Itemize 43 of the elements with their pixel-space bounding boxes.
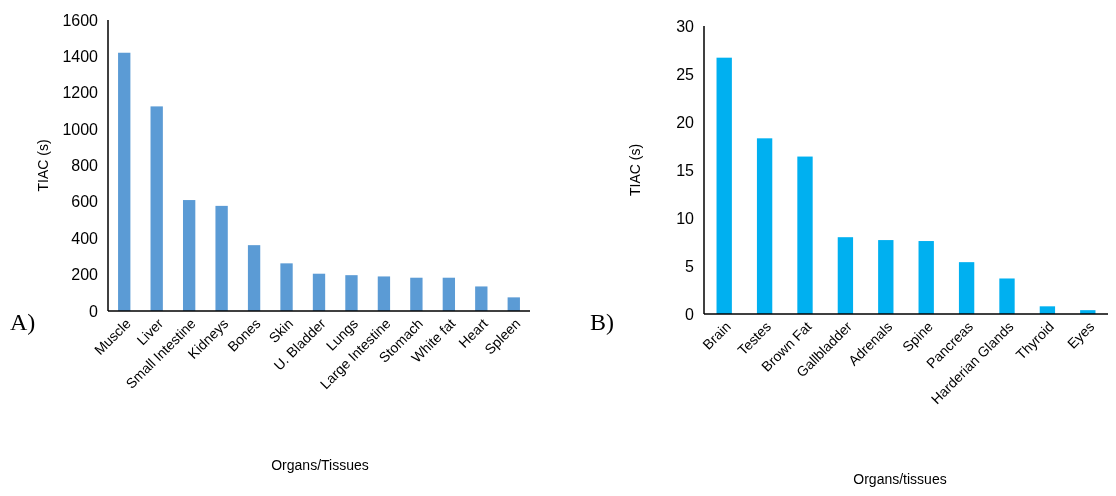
bar bbox=[280, 263, 293, 311]
y-tick-label: 15 bbox=[676, 161, 695, 179]
text: A) bbox=[10, 309, 36, 335]
y-tick-label: 5 bbox=[685, 257, 695, 275]
text: B) bbox=[590, 309, 614, 335]
bar bbox=[797, 156, 813, 314]
bar bbox=[716, 57, 732, 314]
y-tick-label: 1200 bbox=[62, 84, 99, 102]
bar bbox=[150, 106, 163, 311]
bar bbox=[958, 262, 975, 314]
bar bbox=[215, 205, 228, 311]
y-tick-label: 400 bbox=[71, 229, 99, 247]
y-tick-label: 600 bbox=[71, 193, 99, 211]
bar bbox=[756, 138, 773, 314]
y-tick-label: 1600 bbox=[62, 11, 99, 29]
bar bbox=[377, 276, 391, 311]
bar bbox=[442, 277, 456, 311]
y-tick-label: 0 bbox=[685, 305, 695, 323]
y-tick-label: 200 bbox=[71, 266, 99, 284]
y-tick-label: 1000 bbox=[62, 120, 99, 138]
bar bbox=[999, 278, 1015, 314]
y-tick-label: 1400 bbox=[62, 47, 99, 65]
bar bbox=[345, 275, 358, 311]
y-tick-label: 800 bbox=[71, 157, 99, 175]
bar bbox=[878, 240, 894, 314]
x-axis-title: Organs/Tissues bbox=[271, 457, 369, 473]
y-tick-label: 20 bbox=[676, 113, 695, 131]
bar bbox=[837, 237, 854, 314]
y-tick-label: 0 bbox=[89, 302, 99, 320]
y-axis-title: TIAC (s) bbox=[627, 143, 643, 197]
bar bbox=[475, 286, 488, 311]
bar bbox=[507, 297, 520, 311]
x-axis-title: Organs/tissues bbox=[853, 471, 947, 487]
bar bbox=[918, 241, 934, 314]
bar bbox=[410, 277, 423, 311]
y-tick-label: 25 bbox=[676, 65, 695, 83]
bar bbox=[247, 245, 261, 311]
y-axis-title: TIAC (s) bbox=[35, 139, 51, 192]
y-tick-label: 30 bbox=[676, 17, 695, 35]
bar bbox=[182, 200, 196, 311]
y-tick-label: 10 bbox=[676, 209, 695, 227]
bar bbox=[118, 52, 131, 311]
bar bbox=[312, 273, 326, 311]
